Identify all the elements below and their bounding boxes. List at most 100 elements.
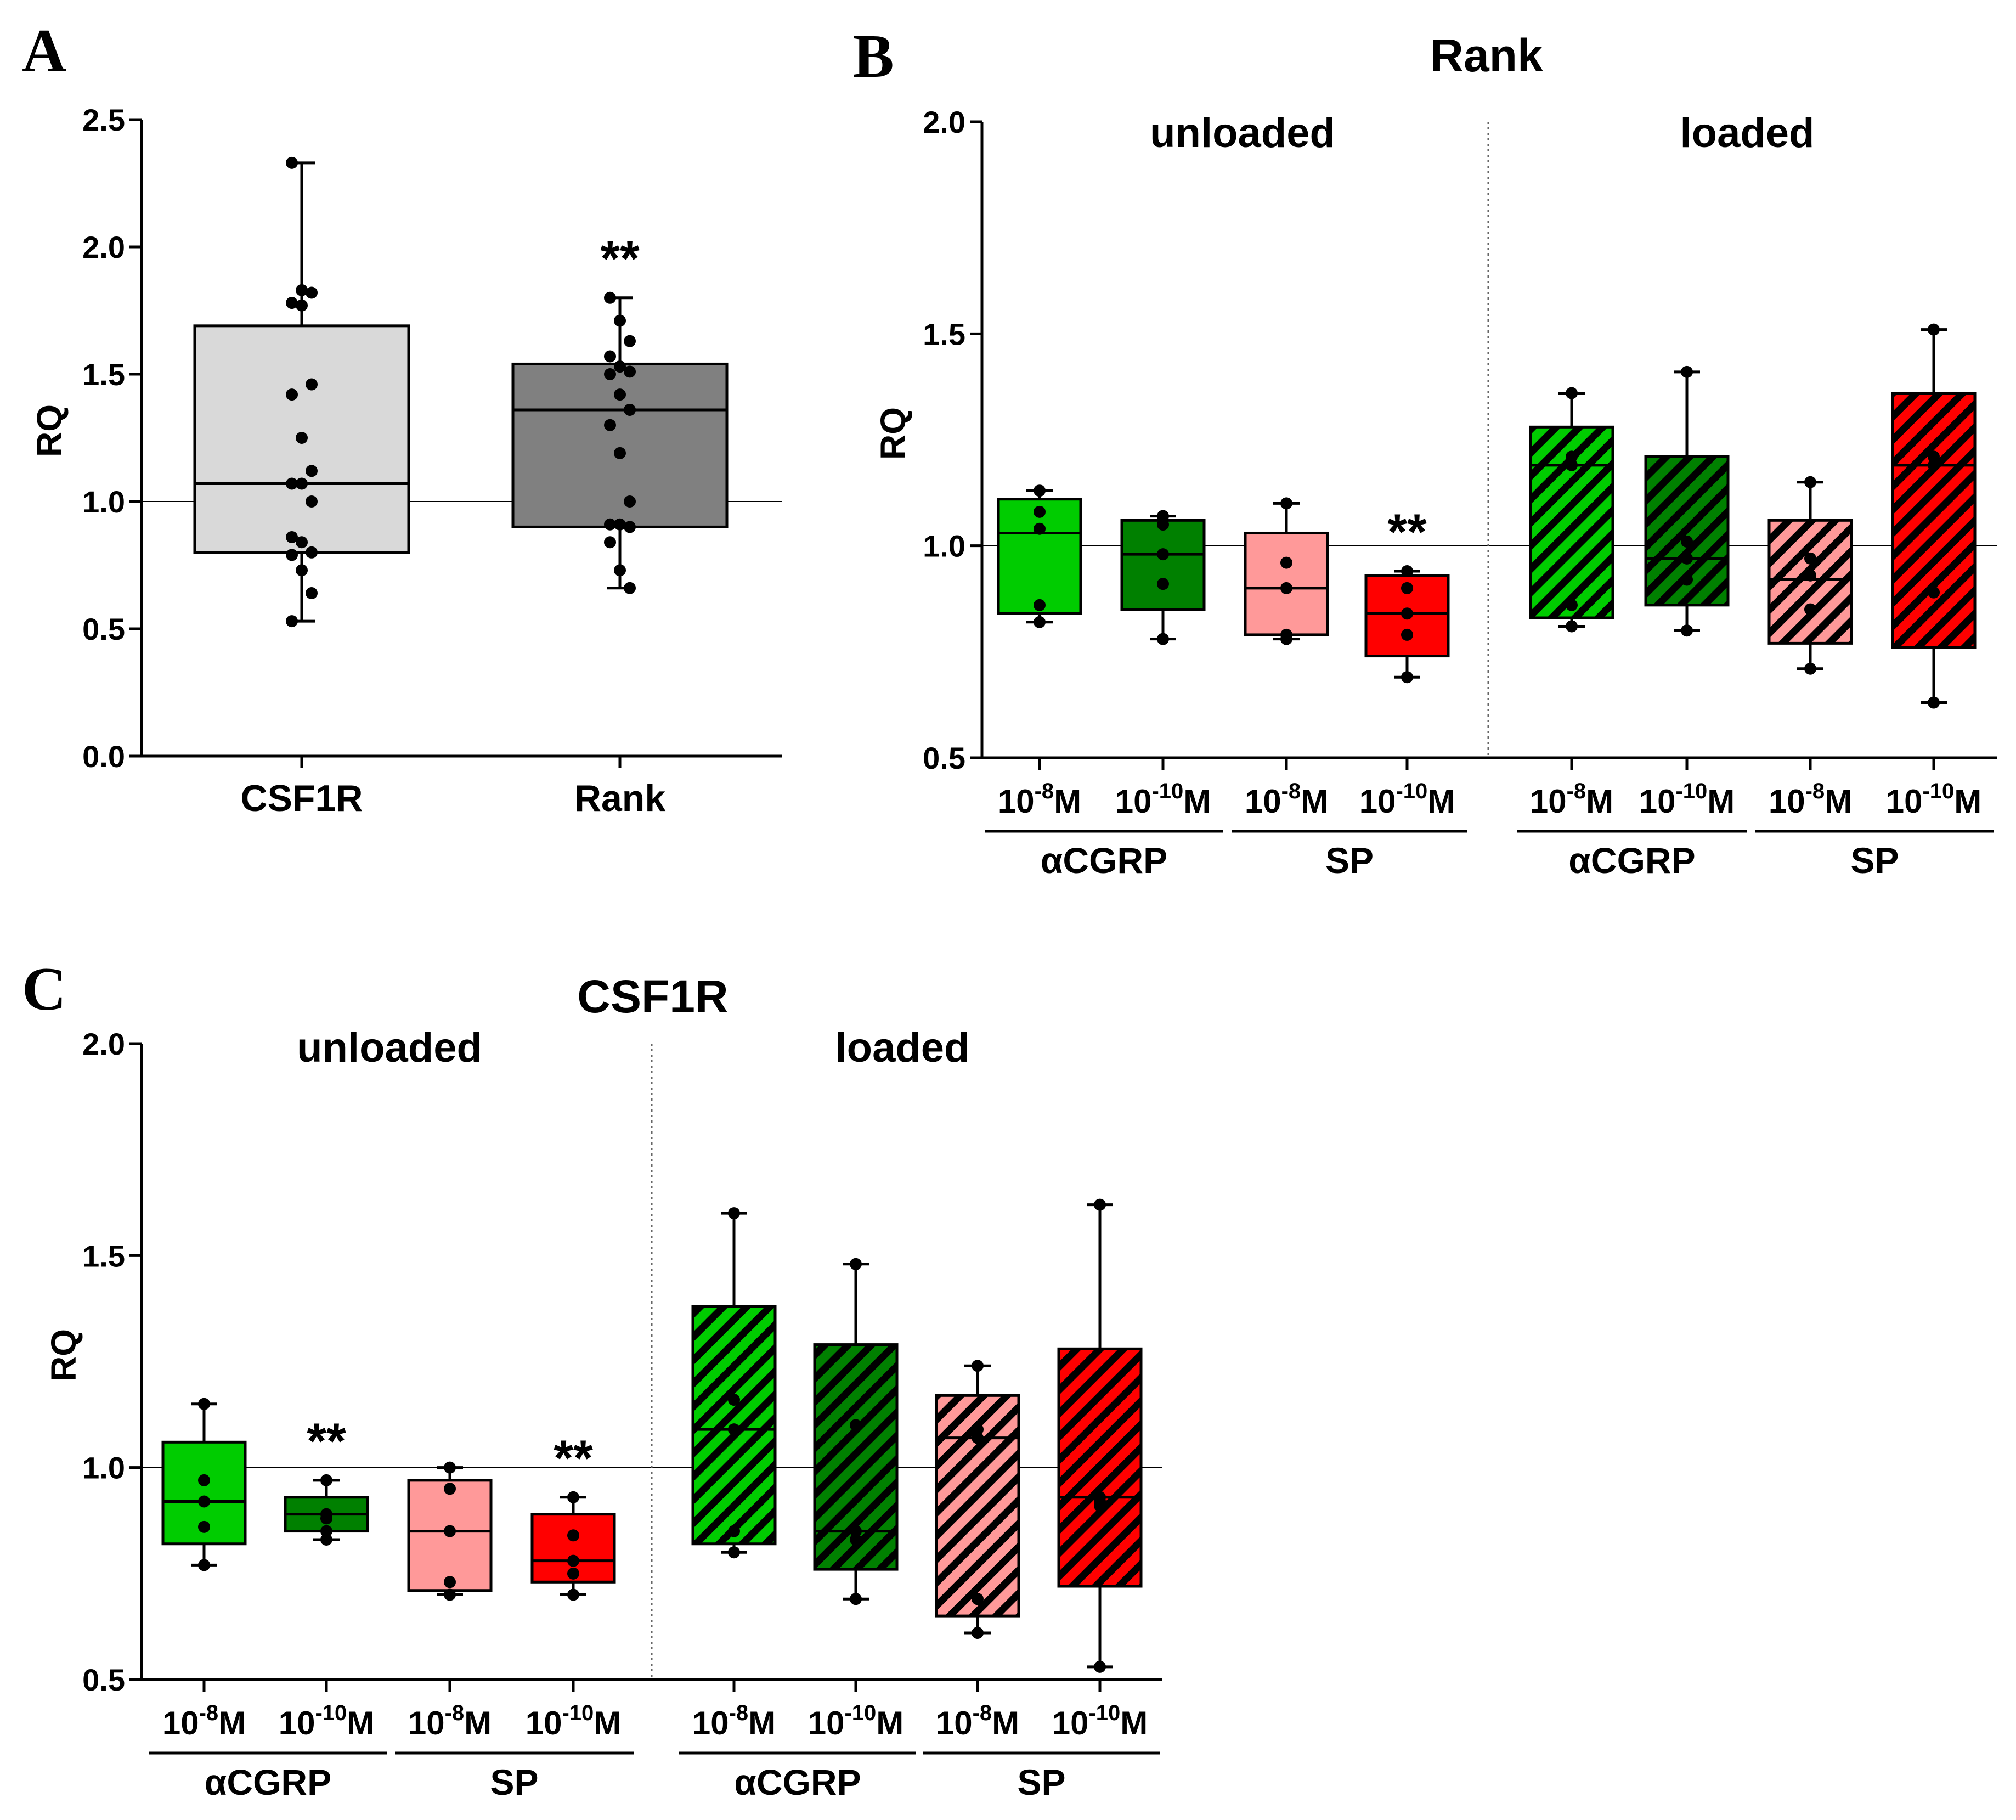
panel-b-box-6-point (1804, 476, 1816, 488)
panel-a-box-1-point (614, 314, 626, 327)
panel-c-box-1-point (320, 1534, 332, 1546)
panel-c-box-7-iqr (1057, 1347, 1143, 1588)
panel-a-box-0-point (286, 477, 298, 490)
panel-b-box-3-point (1401, 582, 1413, 594)
panel-c-box-4-point (728, 1525, 740, 1537)
panel-c-box-4-point (728, 1546, 740, 1559)
panel-a-box-0-point (296, 536, 308, 549)
panel-c-box-0-point (198, 1474, 210, 1486)
panel-b-box-2-point (1280, 497, 1292, 510)
panel-b-box-1-point (1157, 519, 1169, 531)
panel-c-plot: 0.5 1.0 1.5 2.0 10-8M 10-10M ** 10-8M 10-10M ** 10… (82, 1027, 1162, 1802)
panel-c-ytick-label: 1.0 (82, 1451, 125, 1485)
panel-a-ytick-label: 1.0 (82, 484, 125, 519)
panel-a-ytick-label: 0.0 (82, 739, 125, 774)
panel-a-box-1-point (624, 365, 636, 378)
panel-c-conc-label: 10-8M (936, 1701, 1019, 1742)
panel-b-group-label: SP (1325, 840, 1374, 881)
panel-b-ytick-label: 1.0 (923, 529, 965, 564)
panel-a-box-0-point (286, 549, 298, 561)
panel-b-ytick-label: 2.0 (923, 105, 965, 139)
panel-c-box-5-point (850, 1419, 862, 1432)
panel-a-box-0-point (286, 615, 298, 628)
panel-a-box-1-point (604, 518, 616, 531)
panel-b-group-label: αCGRP (1041, 840, 1167, 881)
panel-a-box-0-point (296, 564, 308, 577)
panel-c-box-3-point (567, 1588, 579, 1601)
panel-a-box-0-point (306, 378, 318, 391)
panel-b-group-label: SP (1850, 840, 1899, 881)
panel-c-ytick-label: 1.5 (82, 1238, 125, 1273)
panel-b-box-3-point (1401, 607, 1413, 620)
panel-b-box-1-point (1157, 633, 1169, 645)
panel-c-box-6-point (972, 1360, 984, 1372)
panel-c-ytick-label: 0.5 (82, 1663, 125, 1697)
panel-a-box-1-point (624, 403, 636, 416)
panel-c-box-1-point (320, 1525, 332, 1537)
panel-a-xtick-label: Rank (574, 777, 665, 819)
panel-c-box-6-point (972, 1432, 984, 1444)
panel-b-box-1-point (1157, 510, 1169, 522)
panel-b-cond-loaded: loaded (1680, 110, 1815, 156)
panel-b-box-4-point (1566, 450, 1578, 463)
panel-b-box-0-point (1034, 522, 1046, 535)
panel-b-box-2-point (1280, 556, 1292, 569)
panel-c-box-6-point (972, 1593, 984, 1605)
panel-a-box-0-point (286, 531, 298, 543)
panel-a-box-1-point (624, 335, 636, 347)
panel-b-box-5-point (1681, 535, 1693, 548)
panel-a-ytick-label: 2.0 (82, 230, 125, 264)
panel-b-conc-label: 10-8M (1769, 779, 1852, 820)
panel-b-box-7-point (1928, 696, 1940, 709)
panel-c-group-label: SP (490, 1762, 538, 1802)
panel-c-group-label: αCGRP (734, 1762, 861, 1802)
panel-c-box-6-point (972, 1627, 984, 1639)
panel-b-box-3-point (1401, 565, 1413, 578)
panel-c-box-3-point (567, 1554, 579, 1567)
panel-c-ytick-label: 2.0 (82, 1027, 125, 1061)
panel-c-conc-label: 10-10M (1052, 1701, 1148, 1742)
panel-c-conc-label: 10-10M (279, 1701, 375, 1742)
panel-a-box-0-point (306, 286, 318, 299)
panel-c-title: CSF1R (577, 971, 728, 1022)
panel-a-box-1-point (614, 360, 626, 373)
panel-b-cond-unloaded: unloaded (1150, 110, 1335, 156)
panel-b-box-0-point (1034, 616, 1046, 628)
panel-c-conc-label: 10-10M (808, 1701, 904, 1742)
panel-c-box-0-point (198, 1398, 210, 1410)
panel-c-box-3-point (567, 1491, 579, 1503)
panel-a-box-0-point (306, 546, 318, 559)
panel-a-xtick-label: CSF1R (241, 777, 363, 819)
panel-b-box-5-point (1681, 624, 1693, 637)
panel-c-box-5-point (850, 1525, 862, 1537)
panel-b-box-2-point (1280, 633, 1292, 645)
panel-c-box-1-point (320, 1512, 332, 1525)
panel-a-box-0-point (296, 299, 308, 312)
panel-label-a: A (22, 17, 66, 85)
panel-b-box-6-iqr (1767, 519, 1853, 645)
panel-c-box-7-point (1094, 1500, 1106, 1512)
panel-a-box-1-point (614, 518, 626, 531)
panel-b-box-7-point (1928, 323, 1940, 336)
panel-c-significance: ** (554, 1430, 593, 1486)
panel-a-box-0-point (296, 477, 308, 490)
panel-c-box-2-point (444, 1461, 456, 1474)
panel-c-box-5-point (850, 1593, 862, 1605)
panel-a-box-1-point (604, 350, 616, 363)
panel-a-ytick-label: 2.5 (82, 103, 125, 137)
panel-c-box-7-point (1094, 1660, 1106, 1673)
panel-b-box-6-point (1804, 569, 1816, 582)
panel-c-box-0-point (198, 1559, 210, 1571)
panel-c-box-3-point (567, 1567, 579, 1580)
panel-c-box-5-point (850, 1534, 862, 1546)
panel-b-box-4-point (1566, 387, 1578, 399)
panel-b-conc-label: 10-10M (1359, 779, 1455, 820)
panel-c-box-1-point (320, 1474, 332, 1486)
panel-b-group-label: αCGRP (1568, 840, 1695, 881)
panel-a-ylabel: RQ (30, 404, 69, 457)
panel-b-box-3-point (1401, 671, 1413, 684)
panel-c-conc-label: 10-10M (526, 1701, 622, 1742)
panel-a-box-1-point (624, 495, 636, 508)
panel-c-group-label: αCGRP (205, 1762, 331, 1802)
